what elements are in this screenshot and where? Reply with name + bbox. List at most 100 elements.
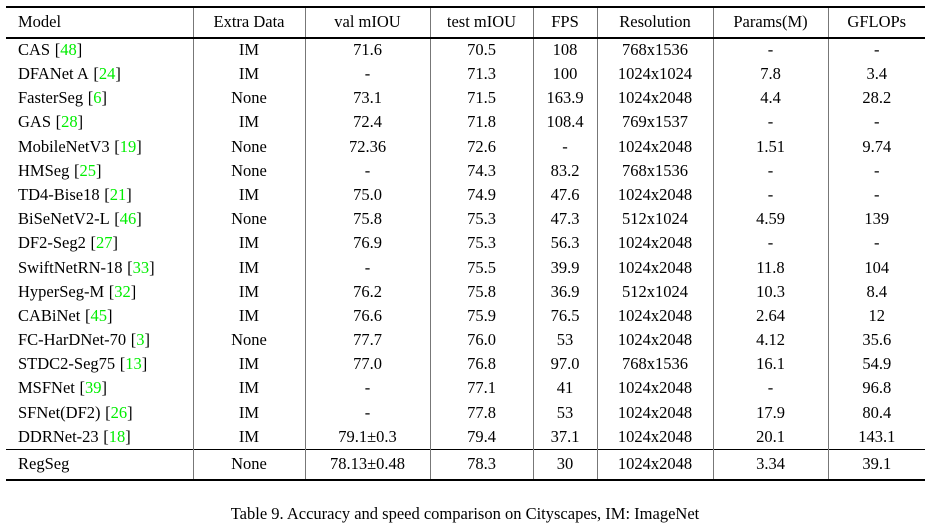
citation-number-link[interactable]: 6: [93, 88, 102, 108]
model-cell: TD4-Bise18 [21]: [6, 183, 193, 207]
column-header-test-miou: test mIOU: [429, 7, 533, 39]
test-miou-cell: 75.3: [429, 231, 533, 256]
resolution-cell: 1024x2048: [596, 400, 713, 425]
gflops-cell: 8.4: [827, 279, 925, 305]
resolution-cell: 1024x2048: [596, 255, 713, 280]
table-row: CABiNet [45] IM 76.6 75.9 76.5 1024x2048 …: [6, 304, 925, 329]
params-cell: -: [712, 110, 828, 135]
citation: [27]: [90, 233, 118, 252]
cite-close-bracket: ]: [144, 330, 151, 350]
params-cell: 3.34: [712, 448, 828, 481]
params-cell: 16.1: [712, 352, 828, 377]
citation-number-link[interactable]: 32: [114, 281, 131, 301]
extra-data-cell: IM: [192, 110, 305, 135]
gflops-cell: -: [827, 231, 925, 256]
gflops-cell: -: [827, 158, 925, 184]
citation-number-link[interactable]: 21: [109, 184, 127, 204]
fps-cell: 39.9: [532, 255, 597, 280]
citation: [6]: [88, 88, 107, 107]
test-miou-cell: 75.3: [429, 207, 533, 232]
extra-data-cell: None: [192, 86, 305, 111]
fps-cell: 47.6: [532, 183, 597, 208]
model-cell: HMSeg [25]: [6, 159, 193, 183]
gflops-cell: 80.4: [827, 400, 925, 425]
fps-cell: 53: [532, 400, 597, 425]
citation-number-link[interactable]: 28: [61, 112, 78, 132]
cite-close-bracket: ]: [126, 184, 132, 204]
params-cell: -: [712, 158, 828, 184]
extra-data-cell: None: [192, 328, 305, 353]
resolution-cell: 1024x1024: [596, 62, 713, 87]
citation-number-link[interactable]: 25: [79, 160, 96, 180]
cite-open-bracket: [: [84, 305, 91, 325]
cite-open-bracket: [: [54, 40, 61, 60]
citation-number-link[interactable]: 27: [95, 233, 113, 253]
citation-number-link[interactable]: 13: [125, 354, 142, 374]
citation-number-link[interactable]: 33: [132, 257, 150, 277]
citation-number-link[interactable]: 48: [60, 40, 77, 60]
cite-open-bracket: [: [114, 209, 120, 229]
resolution-cell: 1024x2048: [596, 86, 713, 111]
model-cell: DFANet A [24]: [6, 62, 193, 86]
val-miou-cell: 72.4: [304, 110, 430, 135]
gflops-cell: 139: [827, 207, 925, 232]
params-cell: -: [712, 183, 828, 208]
citation-number-link[interactable]: 39: [84, 378, 102, 398]
table-row: DF2-Seg2 [27] IM 76.9 75.3 56.3 1024x2048…: [6, 231, 925, 256]
gflops-cell: 3.4: [827, 62, 925, 87]
citation-number-link[interactable]: 45: [90, 305, 107, 325]
cite-close-bracket: ]: [106, 305, 113, 325]
citation-number-link[interactable]: 24: [98, 64, 116, 84]
citation-number-link[interactable]: 26: [110, 402, 128, 422]
table-row: HMSeg [25] None - 74.3 83.2 768x1536 - -: [6, 158, 925, 184]
model-cell: SFNet(DF2) [26]: [6, 401, 193, 425]
model-name: TD4-Bise18: [18, 184, 100, 204]
params-cell: 11.8: [712, 255, 828, 280]
cite-close-bracket: ]: [136, 136, 142, 156]
cite-close-bracket: ]: [136, 209, 142, 229]
citation: [39]: [79, 378, 107, 397]
test-miou-cell: 71.5: [429, 86, 533, 111]
params-cell: 17.9: [712, 400, 828, 425]
results-table: Model Extra Data val mIOU test mIOU FPS …: [6, 6, 925, 482]
gflops-cell: -: [827, 183, 925, 208]
cite-close-bracket: ]: [101, 88, 107, 108]
model-cell: DF2-Seg2 [27]: [6, 232, 193, 256]
citation: [32]: [109, 282, 137, 301]
params-cell: -: [712, 231, 828, 256]
test-miou-cell: 76.8: [429, 352, 533, 377]
table-row: DFANet A [24] IM - 71.3 100 1024x1024 7.8…: [6, 62, 925, 87]
model-cell: HyperSeg-M [32]: [6, 280, 193, 304]
params-cell: 1.51: [712, 134, 828, 159]
resolution-cell: 512x1024: [596, 279, 713, 305]
cite-close-bracket: ]: [149, 257, 155, 277]
model-name: MobileNetV3: [18, 136, 110, 156]
extra-data-cell: None: [192, 134, 305, 159]
resolution-cell: 768x1536: [596, 38, 713, 63]
table-row: SwiftNetRN-18 [33] IM - 75.5 39.9 1024x20…: [6, 255, 925, 280]
model-cell: CAS [48]: [6, 38, 193, 62]
gflops-cell: -: [827, 110, 925, 135]
params-cell: 10.3: [712, 279, 828, 305]
resolution-cell: 768x1536: [596, 352, 713, 377]
val-miou-cell: -: [304, 158, 430, 184]
citation-number-link[interactable]: 18: [108, 426, 126, 446]
val-miou-cell: 75.0: [304, 183, 430, 208]
test-miou-cell: 71.8: [429, 110, 533, 135]
citation-number-link[interactable]: 3: [136, 330, 145, 350]
gflops-cell: 104: [827, 255, 925, 280]
model-cell: SwiftNetRN-18 [33]: [6, 256, 193, 280]
model-name: SwiftNetRN-18: [18, 257, 123, 277]
column-header-model: Model: [6, 7, 193, 39]
fps-cell: 36.9: [532, 279, 597, 305]
extra-data-cell: IM: [192, 255, 305, 280]
column-header-extra-data: Extra Data: [192, 7, 305, 39]
gflops-cell: 39.1: [827, 448, 925, 481]
table-row: RegSeg None 78.13±0.48 78.3 30 1024x2048…: [6, 448, 925, 481]
extra-data-cell: IM: [192, 183, 305, 208]
val-miou-cell: 78.13±0.48: [304, 448, 430, 481]
params-cell: 2.64: [712, 304, 828, 329]
citation-number-link[interactable]: 46: [119, 209, 137, 229]
citation-number-link[interactable]: 19: [119, 136, 137, 156]
